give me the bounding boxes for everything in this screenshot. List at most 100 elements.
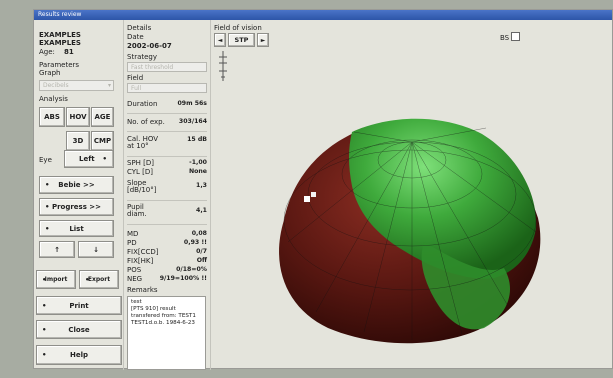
blind-spot-marker (311, 192, 316, 197)
help-button[interactable]: Help (36, 345, 122, 365)
detail-row-value: 0,93 !! (183, 239, 207, 246)
results-review-window: Results review EXAMPLES EXAMPLES Age: 81… (33, 9, 613, 370)
triangle-right-icon: ► (260, 36, 266, 44)
detail-row-value: 0/18=0% (176, 266, 207, 273)
bullet-icon: • (102, 155, 107, 163)
eye-left-button[interactable]: Left • (64, 150, 114, 168)
detail-row-label: FIX[CCD] (127, 248, 159, 256)
detail-row-value: 0,08 (191, 230, 207, 237)
print-button[interactable]: Print (36, 296, 122, 315)
field-label: Field (127, 74, 144, 82)
detail-row-value: 09m 56s (177, 100, 207, 107)
visual-field-3d-surface (279, 118, 541, 344)
detail-row: CYL [D] None (127, 168, 207, 178)
bs-checkbox[interactable] (511, 32, 520, 41)
close-button[interactable]: Close (36, 320, 122, 339)
detail-row: POS 0/18=0% (127, 266, 207, 276)
patient-name-2: EXAMPLES (39, 39, 81, 47)
age-button[interactable]: AGE (91, 107, 114, 127)
bebie-button[interactable]: Bebie >> (39, 176, 114, 194)
cmp-button[interactable]: CMP (91, 131, 114, 151)
remarks-text: test [PTS 910] result transfered from: T… (131, 299, 196, 326)
age-value: 81 (64, 48, 74, 56)
graph-select[interactable]: Decibels ▾ (39, 80, 114, 91)
import-button[interactable]: Import (36, 270, 76, 289)
detail-row-label: NEG (127, 275, 143, 283)
divider (127, 113, 207, 114)
detail-row-label: PD (127, 239, 137, 247)
detail-row-value: -1,00 (189, 159, 207, 166)
eye-left-label: Left (79, 155, 95, 163)
chevron-down-icon: ▾ (107, 82, 111, 89)
detail-row-label: MD (127, 230, 139, 238)
detail-row: NEG 9/19=100% !! (127, 275, 207, 285)
left-panel-divider (123, 20, 124, 370)
detail-row: Pupil diam. 4,1 (127, 204, 207, 222)
detail-row-value: None (188, 168, 207, 175)
progress-button[interactable]: Progress >> (39, 198, 114, 216)
parameters-header: Parameters (39, 61, 80, 69)
details-panel-divider (210, 20, 211, 370)
detail-row-value: 0/7 (196, 248, 207, 255)
slider-handle-icon[interactable] (215, 51, 231, 81)
detail-row: FIX[CCD] 0/7 (127, 248, 207, 258)
divider (127, 224, 207, 225)
detail-row-label: SPH [D] (127, 159, 155, 167)
patient-name-1: EXAMPLES (39, 31, 81, 39)
next-button[interactable]: ► (257, 33, 269, 47)
field-field: Full (127, 83, 207, 93)
detail-row: MD 0,08 (127, 230, 207, 240)
detail-row-label: POS (127, 266, 142, 274)
detail-row-value: Off (196, 257, 207, 264)
export-button[interactable]: Export (79, 270, 119, 289)
divider (127, 131, 207, 132)
arrow-down-icon: ↓ (93, 245, 99, 254)
detail-row: Duration 09m 56s (127, 100, 207, 110)
detail-row-label: Slope [dB/10°] (127, 179, 157, 194)
divider (127, 156, 207, 157)
detail-row-label: FIX[HK] (127, 257, 154, 265)
graph-label: Graph (39, 69, 61, 77)
arrow-down-button[interactable]: ↓ (78, 241, 114, 258)
analysis-label: Analysis (39, 95, 68, 103)
previous-button[interactable]: ◄ (214, 33, 226, 47)
detail-row-value: 303/164 (178, 118, 207, 125)
detail-row-label: CYL [D] (127, 168, 154, 176)
strategy-field: Fast threshold (127, 62, 207, 72)
strategy-label: Strategy (127, 53, 157, 61)
graph-select-value: Decibels (43, 82, 69, 89)
detail-row-label: Cal. HOV at 10° (127, 135, 159, 150)
remarks-label: Remarks (127, 286, 158, 294)
detail-row-value: 9/19=100% !! (159, 275, 207, 282)
date-value: 2002-06-07 (127, 42, 172, 50)
field-of-vision-header: Field of vision (214, 24, 262, 32)
detail-row: Slope [dB/10°] 1,3 (127, 180, 207, 198)
detail-row: Cal. HOV at 10° 15 dB (127, 136, 207, 154)
hov-button[interactable]: HOV (66, 107, 90, 127)
date-label: Date (127, 33, 144, 41)
abs-button[interactable]: ABS (39, 107, 65, 127)
divider (127, 200, 207, 201)
detail-row-value: 4,1 (196, 207, 207, 214)
details-table: Duration 09m 56s No. of exp. 303/164 Cal… (127, 100, 207, 286)
details-header: Details (127, 24, 152, 32)
detail-row: FIX[HK] Off (127, 257, 207, 267)
3d-button[interactable]: 3D (66, 131, 90, 151)
detail-row: SPH [D] -1,00 (127, 159, 207, 169)
detail-row: PD 0,93 !! (127, 239, 207, 249)
detail-row-label: Duration (127, 100, 158, 108)
detail-row-label: No. of exp. (127, 118, 165, 126)
remarks-textarea[interactable]: test [PTS 910] result transfered from: T… (127, 296, 206, 370)
list-button[interactable]: List (39, 220, 114, 237)
detail-row: No. of exp. 303/164 (127, 118, 207, 128)
stp-button[interactable]: STP (228, 33, 255, 47)
blind-spot-marker (304, 196, 310, 202)
bs-label: BS (500, 34, 510, 42)
window-title: Results review (34, 10, 612, 20)
detail-row-label: Pupil diam. (127, 203, 147, 218)
detail-row-value: 15 dB (187, 136, 207, 143)
age-label: Age: (39, 48, 55, 56)
detail-row-value: 1,3 (196, 182, 207, 189)
arrow-up-button[interactable]: ↑ (39, 241, 75, 258)
eye-label: Eye (39, 156, 52, 164)
